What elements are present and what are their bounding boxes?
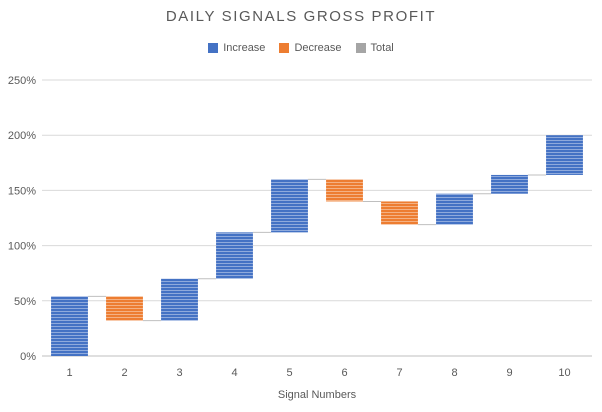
y-tick-label: 100% bbox=[8, 241, 36, 253]
legend-swatch-total bbox=[355, 43, 366, 53]
bar-decrease-2[interactable] bbox=[106, 296, 143, 321]
bar-increase-3[interactable] bbox=[161, 278, 198, 321]
x-axis-title: Signal Numbers bbox=[278, 389, 357, 401]
x-tick-label: 8 bbox=[451, 367, 457, 379]
chart-title: DAILY SIGNALS GROSS PROFIT bbox=[165, 8, 437, 25]
y-tick-label: 50% bbox=[14, 296, 36, 308]
connectors bbox=[87, 174, 547, 322]
legend-swatch-decrease bbox=[279, 43, 290, 53]
x-tick-label: 6 bbox=[341, 367, 347, 379]
legend-item-increase: Increase bbox=[208, 42, 265, 54]
x-tick-label: 5 bbox=[286, 367, 292, 379]
x-tick-label: 7 bbox=[396, 367, 402, 379]
legend-label-total: Total bbox=[370, 42, 394, 54]
x-tick-label: 4 bbox=[231, 367, 237, 379]
y-tick-label: 250% bbox=[8, 75, 36, 87]
y-axis-ticks: 0% 50% 100% 150% 200% 250% bbox=[8, 75, 36, 363]
legend-label-increase: Increase bbox=[223, 42, 266, 54]
x-axis-ticks: 1 2 3 4 5 6 7 8 9 10 bbox=[66, 367, 570, 379]
x-tick-label: 3 bbox=[176, 367, 182, 379]
x-tick-label: 9 bbox=[506, 367, 512, 379]
bar-decrease-6[interactable] bbox=[326, 179, 363, 202]
y-tick-label: 200% bbox=[8, 130, 36, 142]
bar-increase-8[interactable] bbox=[436, 193, 473, 225]
legend: Increase Decrease Total bbox=[0, 42, 602, 54]
legend-swatch-increase bbox=[208, 43, 219, 53]
bar-increase-10[interactable] bbox=[546, 135, 583, 175]
y-tick-label: 150% bbox=[8, 185, 36, 197]
bar-decrease-7[interactable] bbox=[381, 201, 418, 225]
bar-increase-1[interactable] bbox=[51, 296, 88, 356]
legend-label-decrease: Decrease bbox=[294, 42, 342, 54]
x-tick-label: 2 bbox=[121, 367, 127, 379]
bar-increase-4[interactable] bbox=[216, 232, 253, 279]
x-tick-label: 10 bbox=[558, 367, 570, 379]
bars bbox=[51, 135, 583, 356]
legend-item-total: Total bbox=[355, 42, 394, 54]
legend-item-decrease: Decrease bbox=[279, 42, 342, 54]
y-tick-label: 0% bbox=[20, 351, 36, 363]
bar-increase-9[interactable] bbox=[491, 174, 528, 194]
bar-increase-5[interactable] bbox=[271, 179, 308, 233]
x-tick-label: 1 bbox=[66, 367, 72, 379]
